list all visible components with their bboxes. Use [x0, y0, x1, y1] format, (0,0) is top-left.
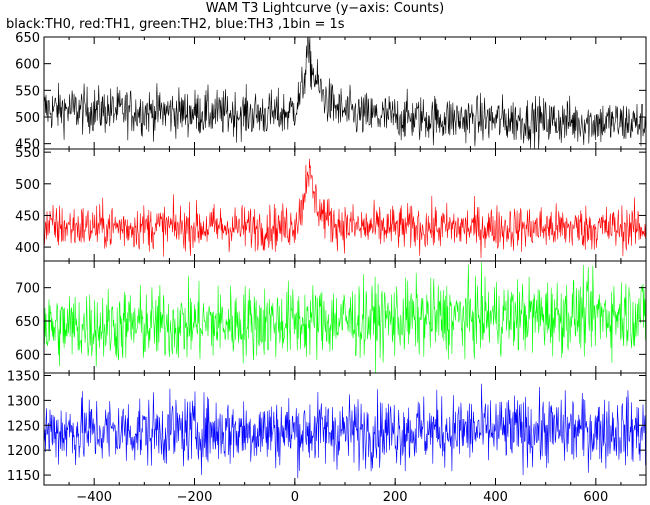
y-tick-label: 1150	[7, 469, 40, 484]
y-tick-label: 400	[15, 241, 40, 256]
y-tick-label: 450	[15, 138, 40, 153]
x-tick-label: −200	[177, 490, 213, 505]
y-tick-label: 450	[15, 209, 40, 224]
y-tick-label: 650	[15, 31, 40, 46]
y-tick-label: 1250	[7, 419, 40, 434]
chart-subtitle: black:TH0, red:TH1, green:TH2, blue:TH3 …	[6, 17, 345, 32]
y-tick-label: 550	[15, 146, 40, 161]
y-tick-label: 700	[15, 282, 40, 297]
y-tick-label: 650	[15, 315, 40, 330]
y-tick-label: 1350	[7, 369, 40, 384]
chart-title: WAM T3 Lightcurve (y−axis: Counts)	[205, 1, 445, 16]
series-th2	[44, 262, 646, 373]
series-th3	[44, 383, 646, 479]
y-tick-label: 600	[15, 58, 40, 73]
x-tick-label: 400	[483, 490, 508, 505]
y-tick-label: 550	[15, 84, 40, 99]
y-tick-label: 1300	[7, 394, 40, 409]
x-tick-label: 200	[383, 490, 408, 505]
series-th0	[44, 37, 646, 149]
y-tick-label: 600	[15, 348, 40, 363]
y-tick-label: 500	[15, 178, 40, 193]
y-tick-label: 1200	[7, 444, 40, 459]
x-tick-label: −400	[76, 490, 112, 505]
series-th1	[44, 158, 646, 259]
x-tick-label: 0	[291, 490, 299, 505]
x-tick-label: 600	[583, 490, 608, 505]
y-tick-label: 500	[15, 111, 40, 126]
